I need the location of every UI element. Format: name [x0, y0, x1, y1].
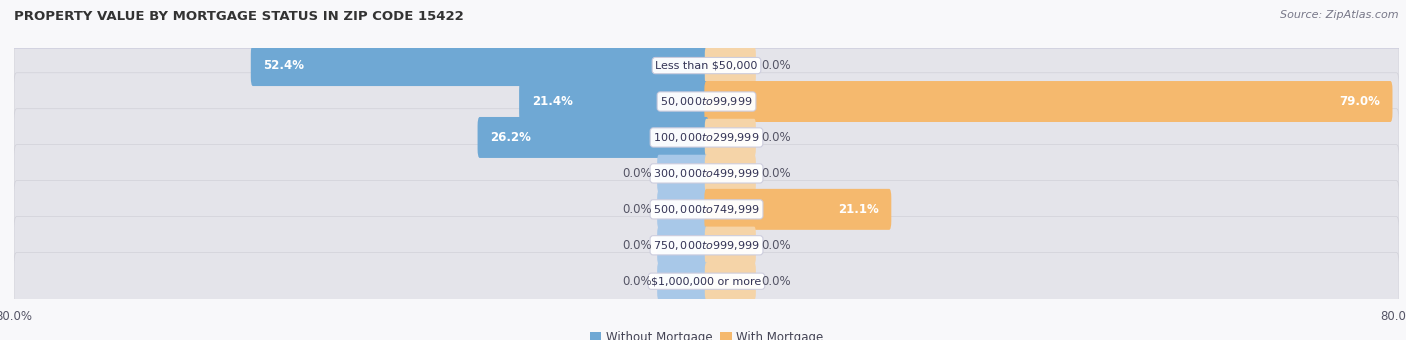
FancyBboxPatch shape: [657, 226, 709, 264]
Text: 0.0%: 0.0%: [761, 59, 790, 72]
FancyBboxPatch shape: [478, 117, 709, 158]
Text: 0.0%: 0.0%: [761, 239, 790, 252]
Text: 0.0%: 0.0%: [623, 167, 652, 180]
Text: $300,000 to $499,999: $300,000 to $499,999: [654, 167, 759, 180]
Text: 0.0%: 0.0%: [761, 131, 790, 144]
Text: 0.0%: 0.0%: [623, 239, 652, 252]
Text: 0.0%: 0.0%: [623, 203, 652, 216]
FancyBboxPatch shape: [704, 189, 891, 230]
Text: 21.4%: 21.4%: [531, 95, 572, 108]
Text: Less than $50,000: Less than $50,000: [655, 61, 758, 71]
Text: 79.0%: 79.0%: [1339, 95, 1379, 108]
FancyBboxPatch shape: [14, 181, 1399, 238]
Text: 0.0%: 0.0%: [761, 275, 790, 288]
FancyBboxPatch shape: [14, 37, 1399, 94]
FancyBboxPatch shape: [14, 253, 1399, 310]
Text: 0.0%: 0.0%: [761, 167, 790, 180]
Text: $500,000 to $749,999: $500,000 to $749,999: [654, 203, 759, 216]
FancyBboxPatch shape: [704, 81, 1392, 122]
FancyBboxPatch shape: [704, 155, 756, 192]
FancyBboxPatch shape: [14, 73, 1399, 130]
FancyBboxPatch shape: [657, 191, 709, 228]
Text: 52.4%: 52.4%: [263, 59, 304, 72]
FancyBboxPatch shape: [657, 155, 709, 192]
FancyBboxPatch shape: [704, 226, 756, 264]
Text: $100,000 to $299,999: $100,000 to $299,999: [654, 131, 759, 144]
FancyBboxPatch shape: [250, 45, 709, 86]
Text: $1,000,000 or more: $1,000,000 or more: [651, 276, 762, 286]
Text: 0.0%: 0.0%: [623, 275, 652, 288]
Text: 21.1%: 21.1%: [838, 203, 879, 216]
FancyBboxPatch shape: [657, 262, 709, 300]
FancyBboxPatch shape: [704, 47, 756, 84]
FancyBboxPatch shape: [704, 262, 756, 300]
Text: $750,000 to $999,999: $750,000 to $999,999: [654, 239, 759, 252]
Legend: Without Mortgage, With Mortgage: Without Mortgage, With Mortgage: [585, 326, 828, 340]
FancyBboxPatch shape: [704, 119, 756, 156]
FancyBboxPatch shape: [14, 144, 1399, 202]
FancyBboxPatch shape: [519, 81, 709, 122]
Text: $50,000 to $99,999: $50,000 to $99,999: [661, 95, 752, 108]
FancyBboxPatch shape: [14, 217, 1399, 274]
FancyBboxPatch shape: [14, 109, 1399, 166]
Text: PROPERTY VALUE BY MORTGAGE STATUS IN ZIP CODE 15422: PROPERTY VALUE BY MORTGAGE STATUS IN ZIP…: [14, 10, 464, 23]
Text: 26.2%: 26.2%: [491, 131, 531, 144]
Text: Source: ZipAtlas.com: Source: ZipAtlas.com: [1281, 10, 1399, 20]
